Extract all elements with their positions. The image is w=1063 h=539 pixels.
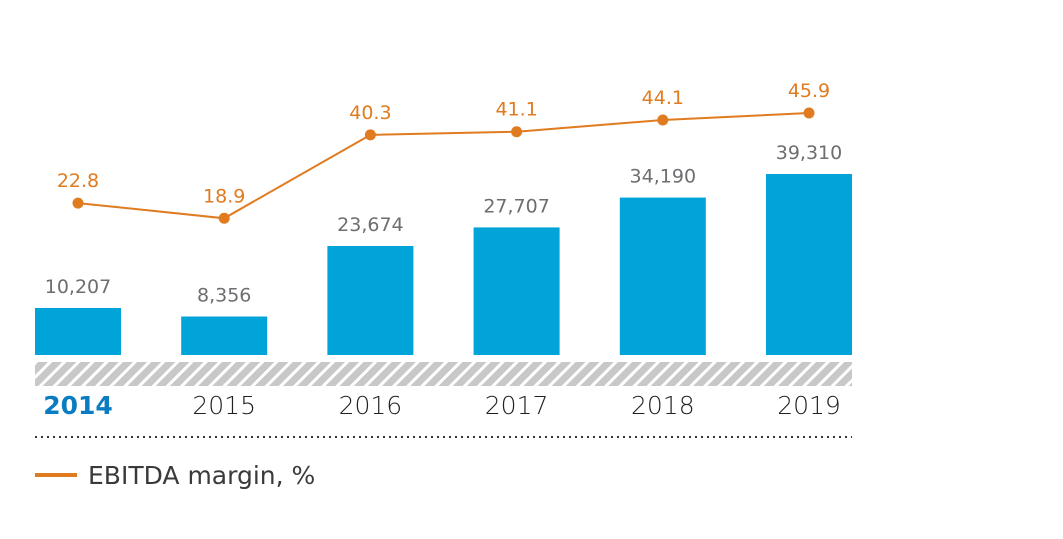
legend-label: EBITDA margin, % xyxy=(88,461,315,490)
bar-label-2016: 23,674 xyxy=(337,214,403,236)
margin-label-2017: 41.1 xyxy=(495,99,537,121)
margin-point-2017 xyxy=(511,126,523,138)
margin-label-2019: 45.9 xyxy=(788,80,830,102)
margin-label-2015: 18.9 xyxy=(203,185,245,207)
year-label-2016: 2016 xyxy=(339,391,403,420)
bar-2018 xyxy=(619,197,706,355)
margin-point-2014 xyxy=(72,197,84,209)
bar-label-2015: 8,356 xyxy=(197,285,251,307)
bar-label-2017: 27,707 xyxy=(483,195,549,217)
bar-label-2019: 39,310 xyxy=(776,142,842,164)
bar-label-2014: 10,207 xyxy=(45,276,111,298)
bar-label-2018: 34,190 xyxy=(630,166,696,188)
year-label-2017: 2017 xyxy=(485,391,549,420)
year-label-2018: 2018 xyxy=(631,391,695,420)
year-label-2014: 2014 xyxy=(43,391,113,420)
year-label-2019: 2019 xyxy=(777,391,841,420)
margin-line xyxy=(77,111,810,220)
bar-2019 xyxy=(766,174,852,355)
margin-point-2016 xyxy=(364,129,376,141)
margin-point-2019 xyxy=(803,107,815,119)
margin-point-2018 xyxy=(657,114,669,126)
margin-label-2018: 44.1 xyxy=(642,87,684,109)
margin-label-2016: 40.3 xyxy=(349,102,391,124)
bar-2014 xyxy=(35,308,121,355)
bar-2017 xyxy=(473,227,560,355)
bar-2016 xyxy=(327,245,414,355)
bar-2015 xyxy=(181,316,268,355)
year-label-2015: 2015 xyxy=(192,391,256,420)
margin-label-2014: 22.8 xyxy=(57,170,99,192)
axis-band xyxy=(35,362,852,386)
margin-point-2015 xyxy=(218,212,230,224)
